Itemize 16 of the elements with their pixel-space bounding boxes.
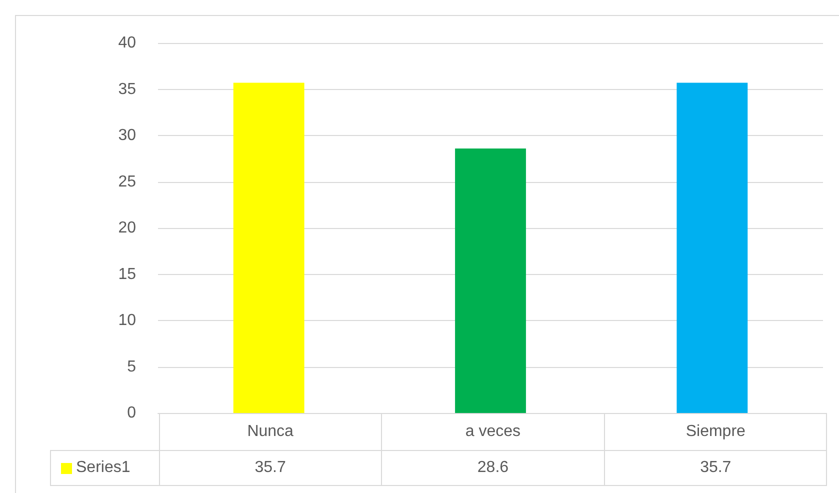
y-tick-label: 0 [127, 404, 136, 422]
x-tick-label: Siempre [604, 414, 827, 450]
x-tick-label: a veces [382, 414, 604, 450]
legend-label: Series1 [76, 459, 130, 476]
y-tick-label: 5 [127, 358, 136, 376]
y-tick-label: 20 [118, 220, 136, 236]
data-label: 35.7 [604, 450, 827, 486]
y-tick-label: 25 [118, 173, 136, 190]
data-label: 35.7 [159, 450, 382, 486]
y-tick-label: 30 [118, 127, 136, 144]
data-label: 28.6 [382, 450, 604, 486]
y-tick-label: 15 [118, 266, 136, 283]
y-tick-label: 10 [118, 312, 136, 329]
y-tick-label: 35 [118, 80, 136, 98]
y-tick-label: 40 [118, 34, 136, 52]
x-tick-label: Nunca [159, 414, 382, 450]
